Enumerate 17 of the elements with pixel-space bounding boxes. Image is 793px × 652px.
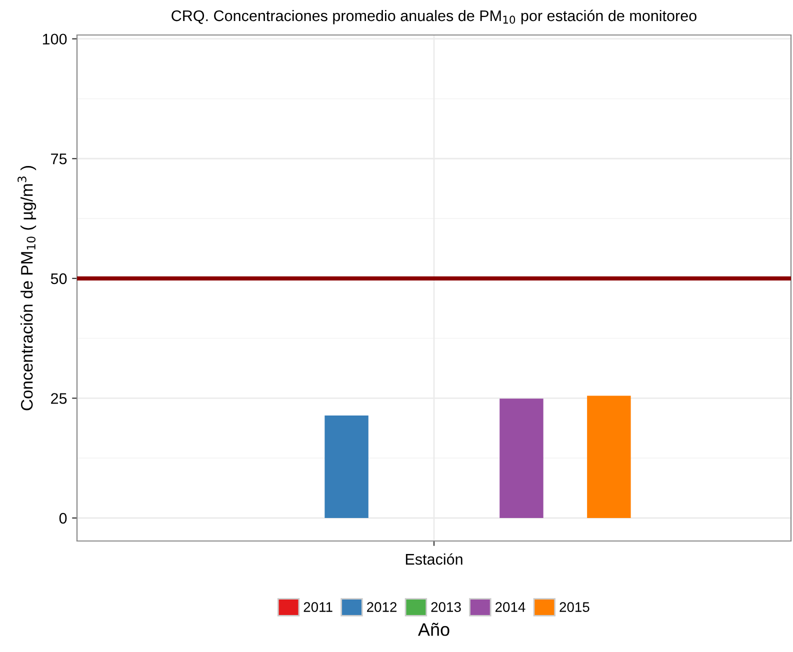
y-tick-label: 25 [51, 393, 67, 404]
bar [324, 415, 368, 518]
bar [500, 398, 544, 518]
legend-label: 2015 [560, 602, 590, 612]
legend-label: 2011 [304, 602, 332, 612]
x-axis-title: Estación [406, 553, 462, 565]
legend-label: 2014 [495, 602, 526, 612]
legend-title: Año [418, 622, 450, 636]
y-tick-label: 75 [51, 154, 67, 164]
legend-label: 2013 [431, 602, 461, 612]
y-axis-title: Concentración de PM$_{10}$ ( µg/m$^{3}$ ) [18, 166, 36, 410]
y-tick-label: 50 [50, 273, 67, 284]
y-tick-label: 0 [59, 512, 67, 524]
bar [587, 396, 631, 518]
y-tick-label: 100 [42, 34, 67, 45]
chart-title: CRQ. Concentraciones promedio anuales de PM$_{10}$ por estación de monitoreo [172, 10, 696, 24]
legend-label: 2012 [367, 602, 397, 612]
